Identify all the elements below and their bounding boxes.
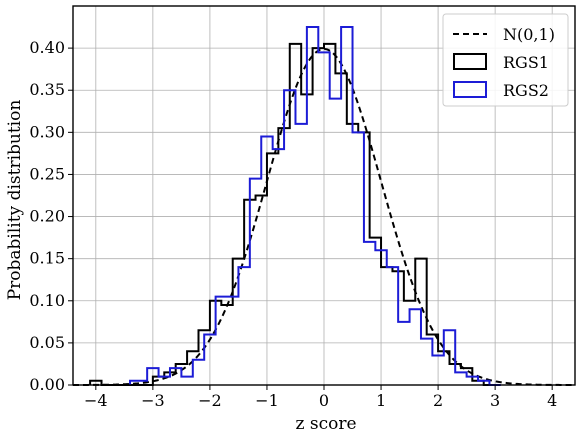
y-tick-label: 0.15 [29, 249, 65, 268]
tick-labels: −4 −3 −2 −1 0 1 2 3 4 0.00 0.05 0.10 0.15 0.20 0.25 0.3… [29, 38, 557, 410]
x-tick-label: 0 [319, 391, 329, 410]
y-tick-label: 0.00 [29, 375, 65, 394]
normal-curve [73, 47, 575, 386]
y-tick-label: 0.25 [29, 164, 65, 183]
rgs2-histogram [129, 26, 501, 386]
x-tick-label: −3 [141, 391, 165, 410]
x-tick-label: 2 [433, 391, 443, 410]
legend-swatch [453, 81, 487, 98]
y-tick-label: 0.35 [29, 80, 65, 99]
y-tick-label: 0.40 [29, 38, 65, 57]
x-tick-label: 3 [490, 391, 500, 410]
y-tick-label: 0.05 [29, 333, 65, 352]
y-tick-label: 0.20 [29, 207, 65, 226]
rgs1-histogram [89, 42, 496, 386]
x-tick-label: −2 [198, 391, 222, 410]
y-axis-label: Probability distribution [5, 100, 25, 301]
x-tick-label: −4 [84, 391, 108, 410]
legend: N(0,1) RGS1 RGS2 [442, 13, 569, 107]
axes [68, 5, 576, 390]
y-tick-label: 0.10 [29, 291, 65, 310]
x-tick-label: −1 [255, 391, 279, 410]
y-tick-label: 0.30 [29, 122, 65, 141]
x-axis-label: z score [295, 414, 356, 434]
x-tick-label: 4 [547, 391, 557, 410]
x-tick-label: 1 [376, 391, 386, 410]
series-layer [73, 26, 575, 386]
legend-label: RGS2 [503, 81, 549, 100]
legend-swatch [453, 53, 487, 70]
legend-label: RGS1 [503, 53, 549, 72]
legend-label: N(0,1) [503, 25, 555, 44]
